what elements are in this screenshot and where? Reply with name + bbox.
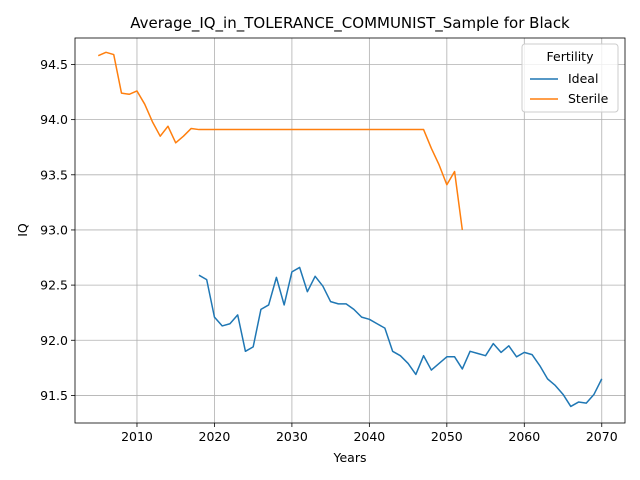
legend-box <box>521 43 619 113</box>
legend-title: Fertility <box>547 49 595 64</box>
legend: Fertility Ideal Sterile <box>521 43 619 113</box>
axes-frame <box>74 37 626 424</box>
y-axis-label: IQ <box>15 223 30 237</box>
y-tick-label: 91.5 <box>40 388 68 403</box>
y-tick-label: 93.5 <box>40 167 68 182</box>
x-tick-label: 2070 <box>586 429 618 444</box>
x-tick-label: 2060 <box>508 429 540 444</box>
x-tick-label: 2020 <box>199 429 231 444</box>
x-axis-label: Years <box>333 450 367 465</box>
y-tick-label: 94.5 <box>40 57 68 72</box>
series-line-ideal <box>198 266 603 408</box>
x-tick-label: 2010 <box>121 429 153 444</box>
chart-title: Average_IQ_in_TOLERANCE_COMMUNIST_Sample… <box>130 14 570 33</box>
x-axis-ticks: 2010 2020 2030 2040 2050 2060 2070 <box>121 423 618 444</box>
y-axis-ticks: 91.5 92.0 92.5 93.0 93.5 94.0 94.5 <box>40 57 75 403</box>
legend-label-sterile: Sterile <box>568 91 609 106</box>
y-tick-label: 92.5 <box>40 278 68 293</box>
y-tick-label: 94.0 <box>40 112 68 127</box>
legend-label-ideal: Ideal <box>568 71 598 86</box>
y-tick-label: 93.0 <box>40 222 68 237</box>
y-tick-label: 92.0 <box>40 333 68 348</box>
series-line-sterile <box>97 51 464 231</box>
x-tick-label: 2040 <box>353 429 385 444</box>
x-tick-label: 2050 <box>431 429 463 444</box>
series-layer <box>97 51 603 408</box>
x-tick-label: 2030 <box>276 429 308 444</box>
